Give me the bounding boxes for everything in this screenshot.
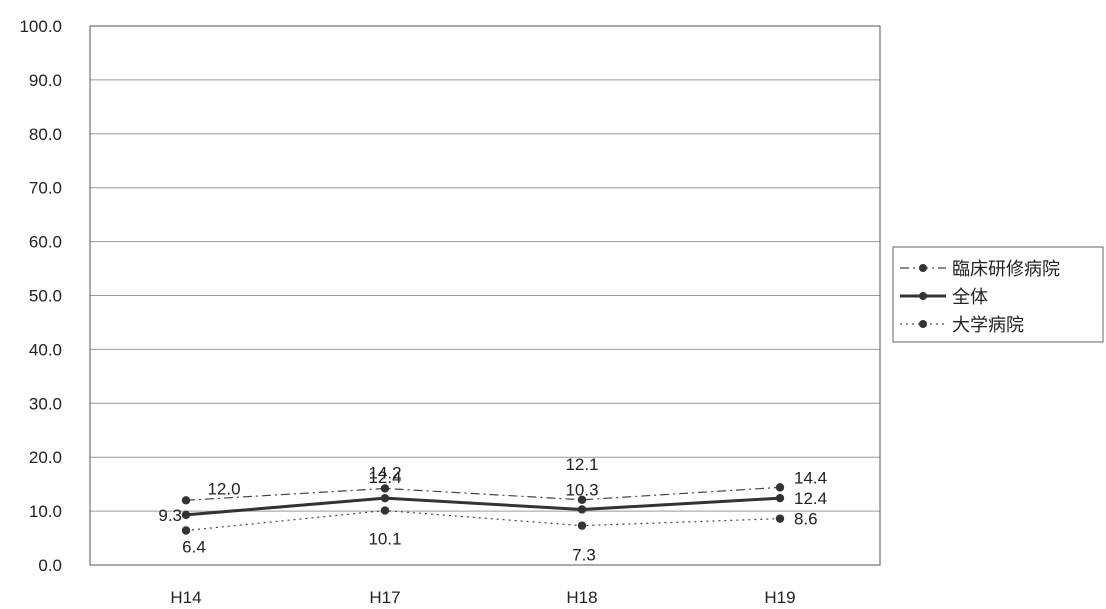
- x-axis: H14 H17 H18 H19: [170, 588, 795, 607]
- grid-layer: [90, 79, 880, 512]
- data-point: [181, 496, 191, 505]
- legend-marker: [919, 320, 927, 328]
- data-point: [775, 493, 785, 503]
- legend-marker: [919, 264, 927, 272]
- legend-box: [892, 246, 1104, 343]
- data-point: [181, 510, 191, 520]
- legend-marker: [919, 292, 927, 300]
- x-tick-label: H18: [566, 588, 597, 607]
- data-label: 14.2: [368, 463, 401, 482]
- data-label: 12.4: [794, 489, 827, 508]
- data-label: 12.1: [565, 455, 598, 474]
- legend-label: 臨床研修病院: [952, 259, 1060, 279]
- data-point: [577, 495, 587, 504]
- data-label: 12.0: [207, 479, 240, 498]
- data-point: [775, 514, 785, 523]
- legend-label: 大学病院: [952, 315, 1024, 335]
- data-label: 10.3: [565, 480, 598, 499]
- data-point: [380, 484, 390, 493]
- y-tick-label: 100.0: [19, 17, 62, 36]
- data-label: 10.1: [368, 530, 401, 549]
- y-tick-label: 20.0: [29, 448, 62, 467]
- data-point: [775, 483, 785, 492]
- series-layer: [181, 483, 785, 535]
- y-tick-label: 30.0: [29, 394, 62, 413]
- data-label: 9.3: [158, 506, 182, 525]
- y-tick-label: 40.0: [29, 340, 62, 359]
- data-label: 12.4: [368, 468, 401, 487]
- x-tick-label: H14: [170, 588, 201, 607]
- series-line: [185, 496, 781, 517]
- x-tick-label: H17: [369, 588, 400, 607]
- data-label: 14.4: [794, 468, 827, 487]
- y-tick-label: 10.0: [29, 502, 62, 521]
- data-label: 7.3: [572, 546, 596, 565]
- series-line: [185, 486, 781, 501]
- data-point: [380, 493, 390, 503]
- plot-area-border: [89, 25, 881, 566]
- data-label-layer: 12.0 14.2 12.1 14.4 9.3 12.4 10.3 12.4 6.4 10.1 7.…: [158, 455, 827, 565]
- y-tick-label: 80.0: [29, 125, 62, 144]
- y-axis: 0.0 10.0 20.0 30.0 40.0 50.0 60.0 70.0 80.0 90.0 1…: [19, 17, 62, 575]
- y-tick-label: 60.0: [29, 233, 62, 252]
- data-point: [577, 521, 587, 530]
- data-label: 8.6: [794, 510, 818, 529]
- legend-label: 全体: [952, 287, 988, 307]
- data-label: 6.4: [182, 538, 206, 557]
- series-line: [185, 509, 781, 532]
- y-tick-label: 90.0: [29, 71, 62, 90]
- y-tick-label: 0.0: [38, 556, 62, 575]
- data-point: [181, 526, 191, 535]
- data-point: [380, 506, 390, 515]
- data-point: [577, 505, 587, 514]
- y-tick-label: 50.0: [29, 287, 62, 306]
- x-tick-label: H19: [764, 588, 795, 607]
- y-tick-label: 70.0: [29, 179, 62, 198]
